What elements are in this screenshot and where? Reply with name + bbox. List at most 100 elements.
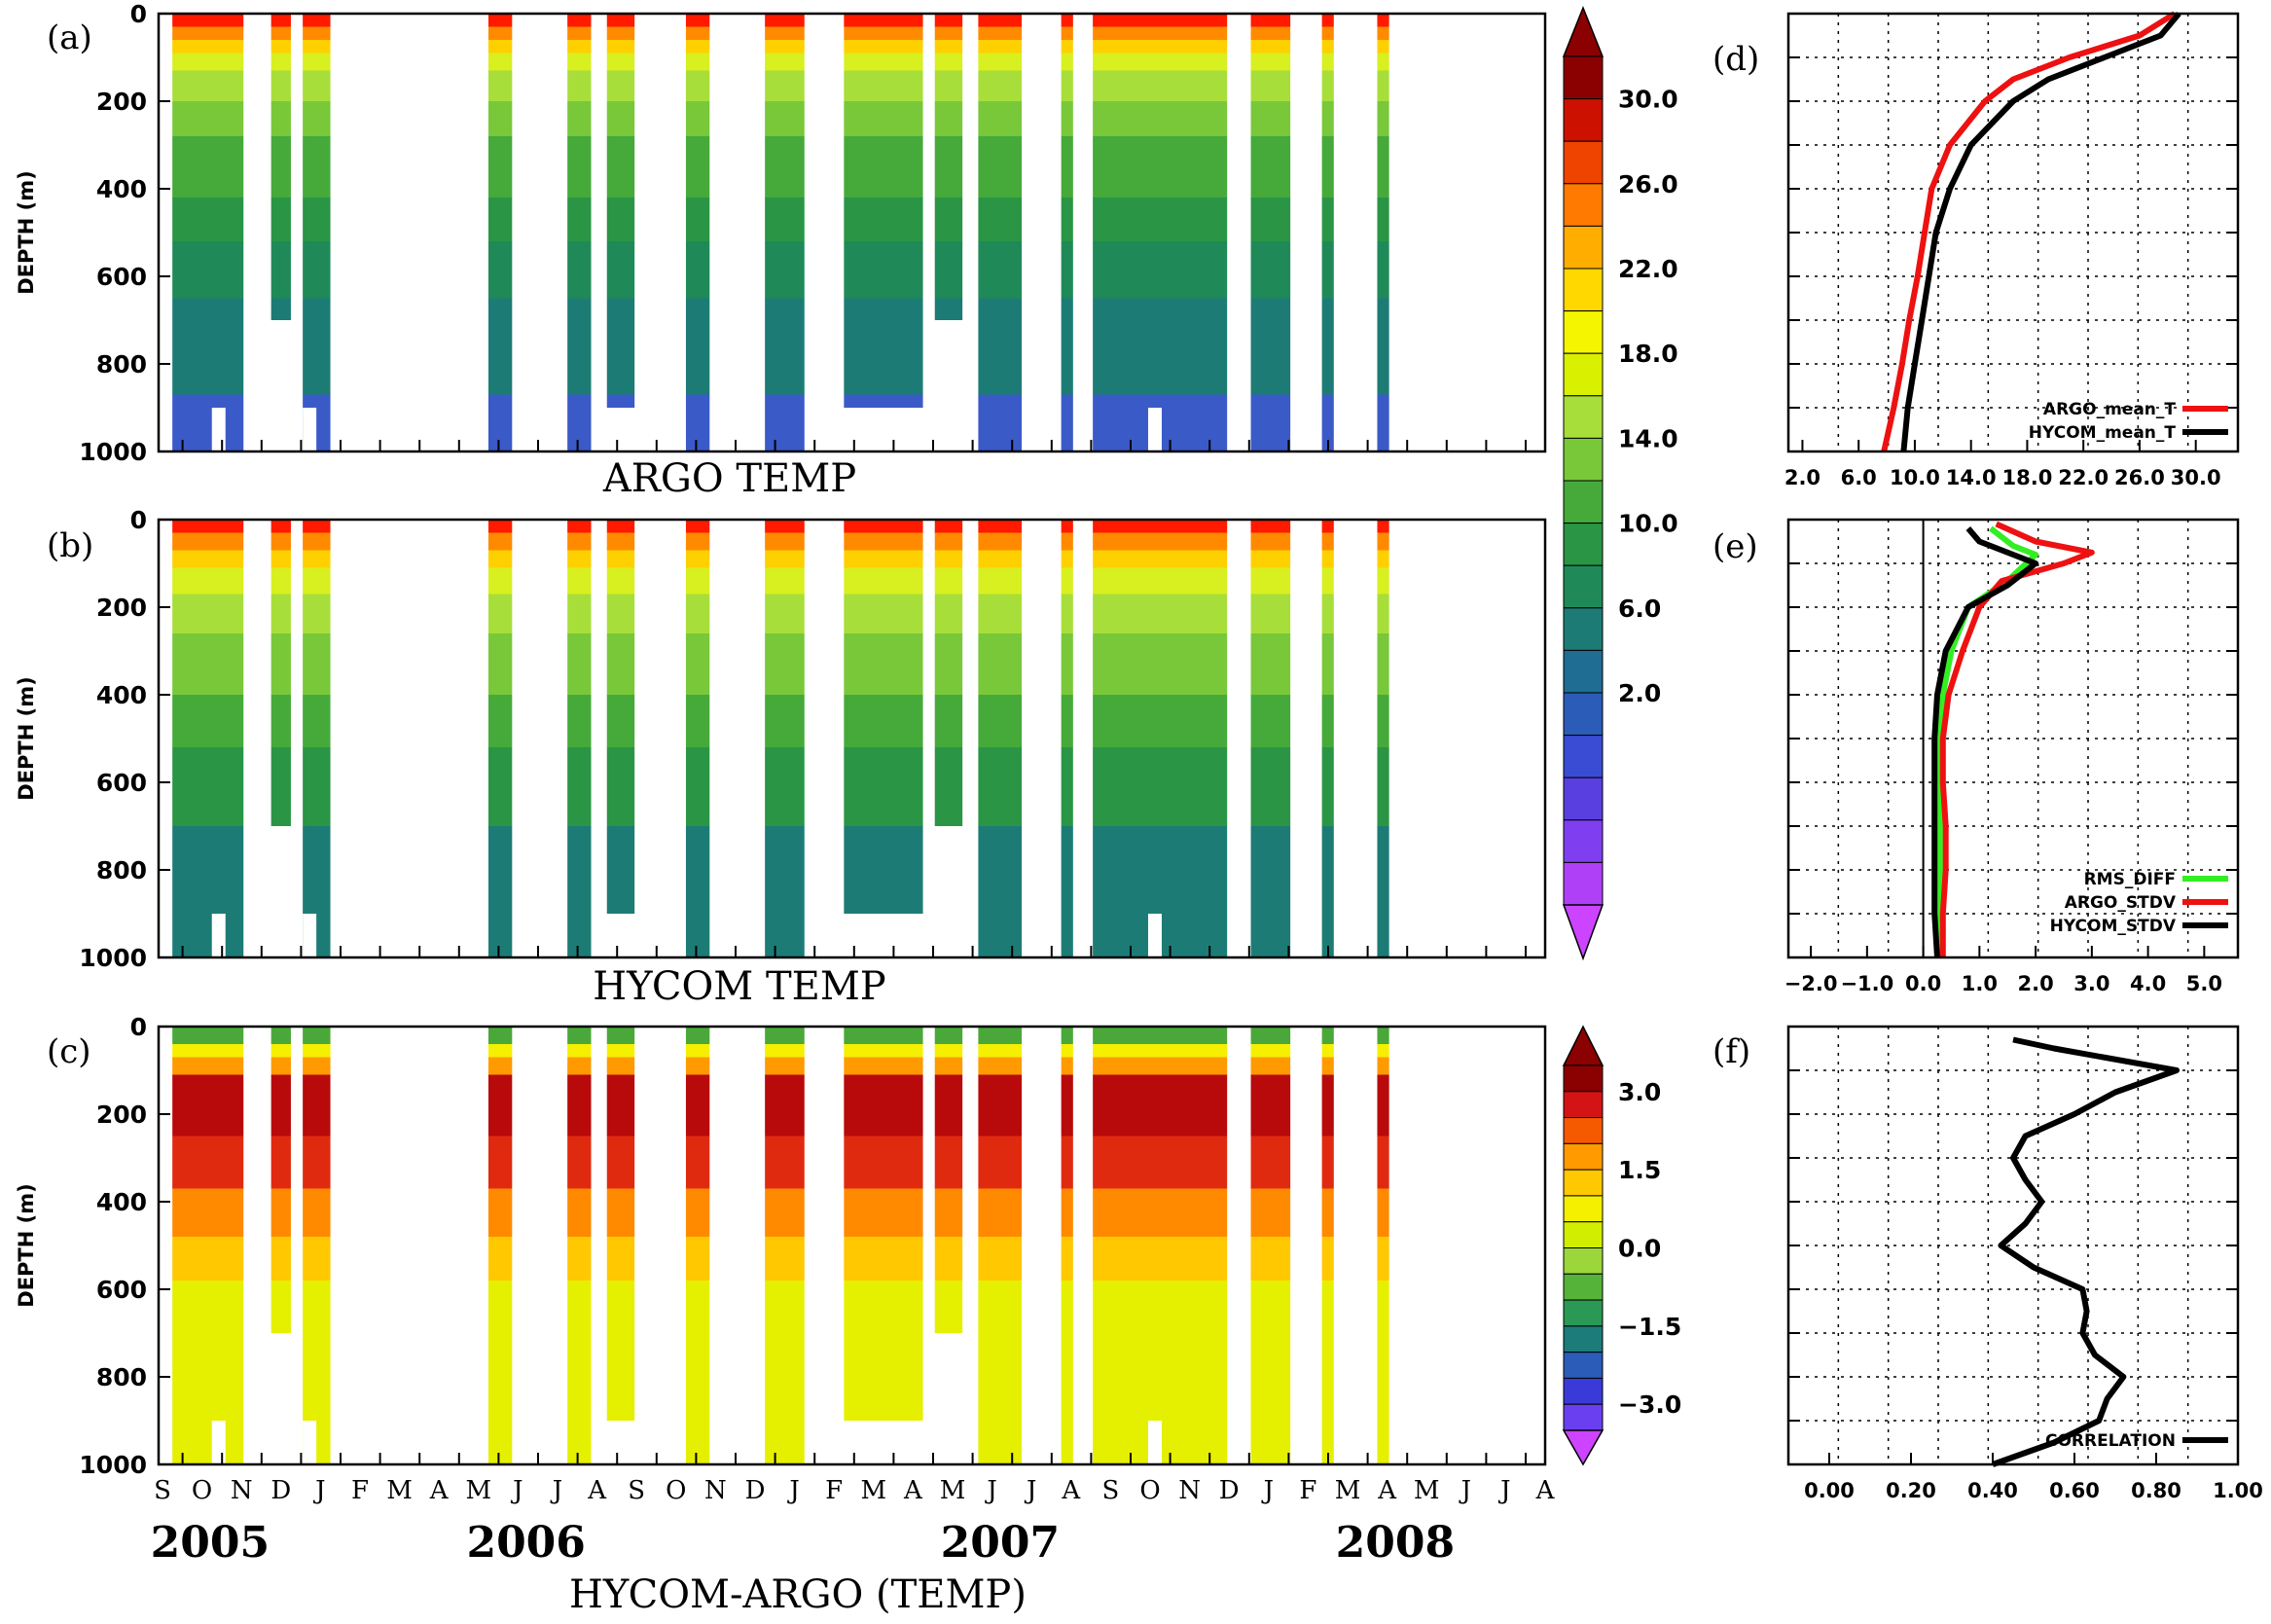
- hycom-temp-cell: [1061, 695, 1073, 747]
- argo-temp-cell: [567, 298, 592, 395]
- depth-tick-label: 1000: [79, 438, 147, 466]
- hycom-temp-cell: [1377, 520, 1389, 533]
- temp-difference-cell: [172, 1136, 244, 1189]
- month-label: N: [231, 1476, 253, 1505]
- hycom-temp-cell: [1061, 826, 1073, 957]
- argo-temp-cell: [978, 136, 1023, 198]
- argo-temp-cell: [685, 136, 710, 198]
- argo-temp-cell: [172, 53, 244, 71]
- hycom-temp-cell: [844, 550, 923, 568]
- hycom-temp-cell: [1377, 594, 1389, 633]
- panel-c-frame: [157, 1025, 1547, 1466]
- hycom-temp-cell: [978, 747, 1023, 826]
- argo-temp-cell: [765, 70, 805, 101]
- argo-temp-cell: [844, 26, 923, 40]
- argo-temp-cell: [1377, 241, 1389, 299]
- argo-temp-cell: [567, 136, 592, 198]
- hycom-temp-cell: [1250, 633, 1291, 695]
- temp-difference-cell: [978, 1074, 1023, 1137]
- panel-label-a: (a): [47, 18, 92, 57]
- argo-temp-cell: [567, 14, 592, 27]
- temp-difference-cell: [1250, 1057, 1291, 1075]
- hycom-temp-cell: [1321, 594, 1334, 633]
- argo-temp-cell: [1321, 40, 1334, 54]
- colorbar-swatch: [1563, 735, 1604, 778]
- hycom-temp-cell: [1250, 826, 1291, 957]
- temp-difference-cell: [1321, 1027, 1334, 1044]
- argo-temp-cell: [1321, 26, 1334, 40]
- hycom-temp-cell: [1093, 747, 1228, 826]
- hycom-temp-cell: [1250, 532, 1291, 551]
- colorbar-swatch: [1563, 564, 1604, 609]
- temp-difference-cell: [1377, 1027, 1389, 1044]
- argo-temp-cell: [270, 136, 291, 198]
- month-label: N: [704, 1476, 727, 1505]
- argo-temp-cell: [270, 241, 291, 299]
- argo-temp-cell: [172, 241, 244, 299]
- argo-temp-cell: [606, 394, 635, 408]
- argo-temp-cell: [978, 101, 1023, 136]
- year-label: 2008: [1336, 1518, 1455, 1568]
- month-label: J: [1024, 1476, 1036, 1505]
- legend-label: RMS_DIFF: [2084, 870, 2176, 889]
- colorbar-swatch: [1563, 225, 1604, 270]
- temp-difference-cell: [1377, 1237, 1389, 1281]
- hycom-temp-cell: [487, 695, 513, 747]
- temp-difference-cell: [685, 1027, 710, 1044]
- hycom-temp-cell: [487, 747, 513, 826]
- hycom-temp-cell: [567, 747, 592, 826]
- colorbar-swatch: [1563, 1377, 1604, 1405]
- depth-tick-label: 0: [130, 506, 147, 534]
- argo-temp-cell: [1093, 101, 1228, 136]
- x-tick-label: 1.00: [2213, 1479, 2263, 1502]
- hycom-temp-cell: [487, 520, 513, 533]
- hycom-temp-cell: [685, 550, 710, 568]
- month-label: J: [984, 1476, 996, 1505]
- panel-f-correlation-line: [1991, 1036, 2180, 1467]
- temp-difference-cell: [606, 1188, 635, 1237]
- argo-temp-cell: [1061, 101, 1073, 136]
- hycom-temp-cell: [606, 532, 635, 551]
- argo-temp-cell: [1377, 70, 1389, 101]
- argo-temp-cell: [1093, 241, 1228, 299]
- title-hycom-temp: HYCOM TEMP: [593, 964, 885, 1009]
- month-label: S: [628, 1476, 645, 1505]
- argo-temp-cell: [606, 70, 635, 101]
- hycom-temp-cell: [978, 532, 1023, 551]
- month-label: D: [270, 1476, 291, 1505]
- argo-temp-cell: [765, 26, 805, 40]
- hycom-temp-cell: [1061, 567, 1073, 595]
- hycom-temp-cell: [934, 567, 963, 595]
- argo-temp-cell: [1321, 70, 1334, 101]
- hycom-temp-cell: [606, 594, 635, 633]
- depth-tick-label: 1000: [79, 1451, 147, 1479]
- x-tick-label: 4.0: [2130, 972, 2166, 995]
- argo-temp-cell: [1093, 70, 1228, 101]
- month-label: A: [1535, 1476, 1556, 1505]
- hycom-temp-cell: [172, 633, 244, 695]
- temp-difference-cell: [1093, 1027, 1228, 1044]
- temp-difference-cell: [303, 1057, 331, 1075]
- argo-temp-cell: [1321, 101, 1334, 136]
- hycom-temp-cell: [1377, 633, 1389, 695]
- hycom-temp-cell: [1093, 532, 1228, 551]
- x-tick-label: 0.00: [1804, 1479, 1855, 1502]
- hycom-temp-cell: [934, 532, 963, 551]
- hycom-temp-cell: [685, 826, 710, 957]
- argo-temp-cell: [567, 70, 592, 101]
- argo-temp-cell: [685, 241, 710, 299]
- colorbar-label: −1.5: [1618, 1313, 1681, 1341]
- panel-d-argo-mean-t-line: [1881, 11, 2177, 452]
- temp-difference-cell: [1250, 1027, 1291, 1044]
- depth-tick-label: 200: [96, 88, 147, 116]
- temp-difference-cell: [765, 1074, 805, 1137]
- temp-difference-cell: [567, 1057, 592, 1075]
- hycom-temp-cell: [487, 633, 513, 695]
- argo-temp-cell: [1377, 198, 1389, 241]
- colorbar-label: 10.0: [1618, 510, 1678, 538]
- legend-label: ARGO_STDV: [2065, 893, 2177, 913]
- temp-difference-cell: [765, 1281, 805, 1464]
- argo-temp-cell: [685, 298, 710, 395]
- panel-label-d: (d): [1712, 40, 1759, 79]
- temp-difference-cell: [1061, 1027, 1073, 1044]
